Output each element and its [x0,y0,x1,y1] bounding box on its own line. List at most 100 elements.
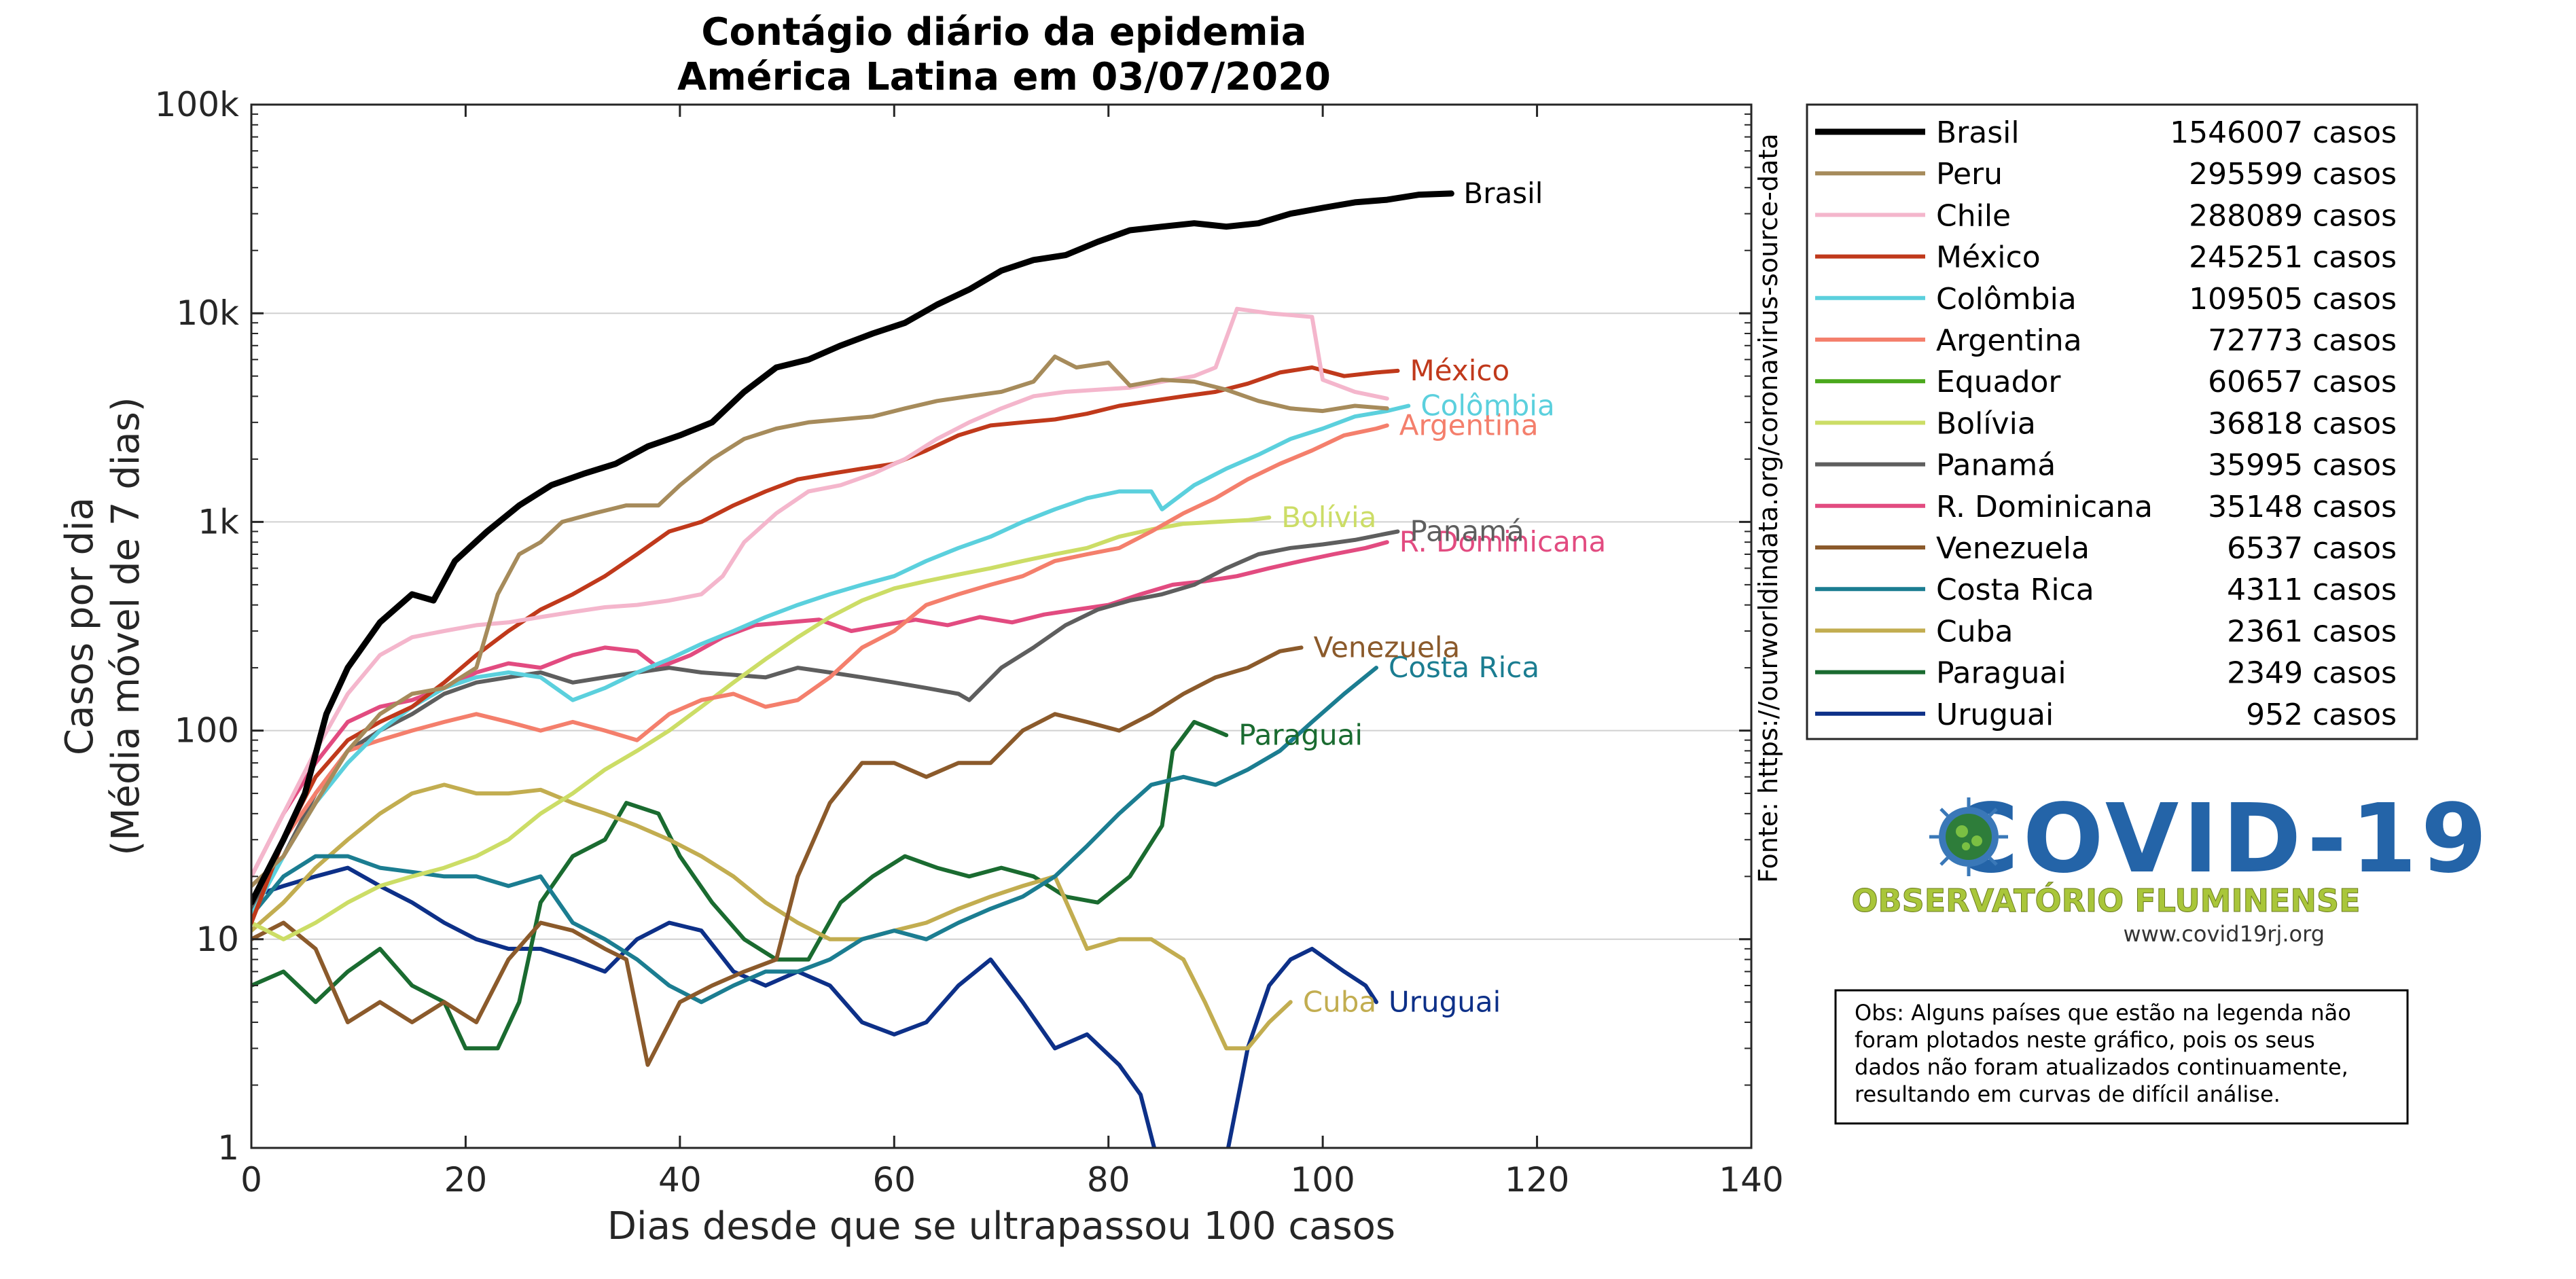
legend-series-name: R. Dominicana [1936,490,2153,524]
legend-cases: 36818 casos [2208,406,2397,441]
chart-title-line1: Contágio diário da epidemia [701,10,1306,54]
y-axis-label: Casos por dia (Média móvel de 7 dias) [58,397,148,855]
series-line-paraguai [251,719,1229,1051]
x-tick-label: 40 [658,1160,702,1200]
plot-area: 0 20 40 60 80 100 120 140 1 10 100 1k 10k 100k Urugu… [155,85,1784,1200]
y-tick-label: 10k [176,293,239,333]
legend-item: Uruguai 952 casos [1815,698,2397,732]
legend-item: Bolívia 36818 casos [1815,406,2397,441]
legend-item: Venezuela 6537 casos [1815,531,2397,566]
legend-cases: 295599 casos [2189,157,2397,192]
series-line-argentina [251,423,1389,925]
legend-item: Costa Rica 4311 casos [1815,573,2397,607]
series-end-label: México [1410,354,1510,387]
legend-cases: 72773 casos [2208,323,2397,358]
series-end-label: Bolívia [1281,501,1376,534]
series-end-label: Uruguai [1389,985,1501,1018]
y-tick-label: 100k [155,85,239,124]
series-line-chile [251,306,1389,879]
legend-series-name: Equador [1936,365,2061,399]
legend-cases: 35148 casos [2208,490,2397,524]
x-tick-label: 20 [444,1160,488,1200]
x-axis-ticks: 0 20 40 60 80 100 120 140 [240,105,1784,1200]
series-line-cuba [251,782,1293,1051]
legend-item: Cuba 2361 casos [1815,614,2397,649]
legend-series-name: México [1936,240,2041,275]
legend-cases: 2361 casos [2227,614,2397,649]
legend-cases: 288089 casos [2189,198,2397,233]
observation-line-3: dados não foram atualizados continuament… [1855,1054,2348,1080]
legend-items: Brasil 1546007 casos Peru 295599 casos Chile… [1815,115,2397,732]
legend-series-name: Brasil [1936,115,2020,150]
legend-item: Brasil 1546007 casos [1815,115,2397,150]
x-tick-label: 100 [1290,1160,1355,1200]
y-tick-label: 10 [196,920,239,959]
y-axis-label-line2: (Média móvel de 7 dias) [104,397,148,855]
legend-series-name: Costa Rica [1936,573,2094,607]
series-line-peru [251,355,1389,888]
legend: Brasil 1546007 casos Peru 295599 casos Chile… [1806,103,2418,740]
series-line-bol-via [251,515,1272,941]
y-axis-ticks: 1 10 100 1k 10k 100k [155,85,1751,1168]
y-axis-label-line1: Casos por dia [58,497,102,755]
legend-series-name: Peru [1936,157,2003,192]
covid19-logo: COVID-19 OBSERVATÓRIO FLUMINENSE www.cov… [1851,784,2491,947]
legend-series-name: Colômbia [1936,282,2077,317]
observation-box [1834,989,2409,1125]
logo-title: COVID-19 [1949,784,2491,895]
series-end-label: Panamá [1410,514,1524,547]
logo-subtitle: OBSERVATÓRIO FLUMINENSE [1851,882,2360,919]
source-text: Fonte: https://ourworldindata.org/corona… [1753,133,1783,883]
series-line-costa-rica [251,666,1378,1005]
plot-border [250,103,1753,1149]
x-tick-label: 120 [1505,1160,1569,1200]
y-tick-label: 1 [217,1128,239,1168]
legend-item: Chile 288089 casos [1815,198,2397,233]
legend-cases: 1546007 casos [2170,115,2397,150]
legend-item: México 245251 casos [1815,240,2397,275]
legend-item: Argentina 72773 casos [1815,323,2397,358]
series-line-brasil [251,190,1454,906]
y-tick-label: 100 [175,711,239,751]
legend-series-name: Uruguai [1936,698,2054,732]
legend-cases: 4311 casos [2227,573,2397,607]
legend-item: Colômbia 109505 casos [1815,282,2397,317]
observation-line-1: Obs: Alguns países que estão na legenda … [1855,1000,2351,1026]
legend-cases: 6537 casos [2227,531,2397,566]
legend-cases: 109505 casos [2189,282,2397,317]
chart-title-line2: América Latina em 03/07/2020 [677,55,1331,99]
series-line-venezuela [251,645,1304,1067]
observation-line-2: foram plotados neste gráfico, pois os se… [1855,1027,2315,1053]
x-tick-label: 80 [1087,1160,1130,1200]
legend-cases: 2349 casos [2227,656,2397,691]
series-line-panam- [251,529,1400,911]
series-end-label: Colômbia [1420,389,1554,422]
legend-cases: 952 casos [2246,698,2397,732]
legend-cases: 35995 casos [2208,448,2397,483]
legend-item: Equador 60657 casos [1815,365,2397,399]
series-end-label: Cuba [1303,985,1376,1018]
series-end-label: R. Dominicana [1399,525,1606,558]
series-end-label: Paraguai [1238,718,1363,751]
legend-cases: 245251 casos [2189,240,2397,275]
x-tick-label: 140 [1719,1160,1783,1200]
legend-item: Peru 295599 casos [1815,157,2397,192]
x-tick-label: 0 [240,1160,262,1200]
legend-series-name: Cuba [1936,614,2014,649]
legend-item: Panamá 35995 casos [1815,448,2397,483]
y-tick-label: 1k [198,502,239,541]
legend-series-name: Venezuela [1936,531,2090,566]
x-axis-label: Dias desde que se ultrapassou 100 casos [607,1204,1395,1248]
legend-series-name: Bolívia [1936,406,2036,441]
legend-cases: 60657 casos [2208,365,2397,399]
series-line-uruguai [251,865,1378,1148]
series-end-label: Costa Rica [1389,651,1539,684]
observation-line-4: resultando em curvas de difícil análise. [1855,1081,2280,1107]
legend-series-name: Panamá [1936,448,2056,483]
series-line-m-xico [251,365,1400,925]
series-end-label: Brasil [1463,177,1543,210]
legend-series-name: Argentina [1936,323,2082,358]
legend-item: R. Dominicana 35148 casos [1815,490,2397,524]
